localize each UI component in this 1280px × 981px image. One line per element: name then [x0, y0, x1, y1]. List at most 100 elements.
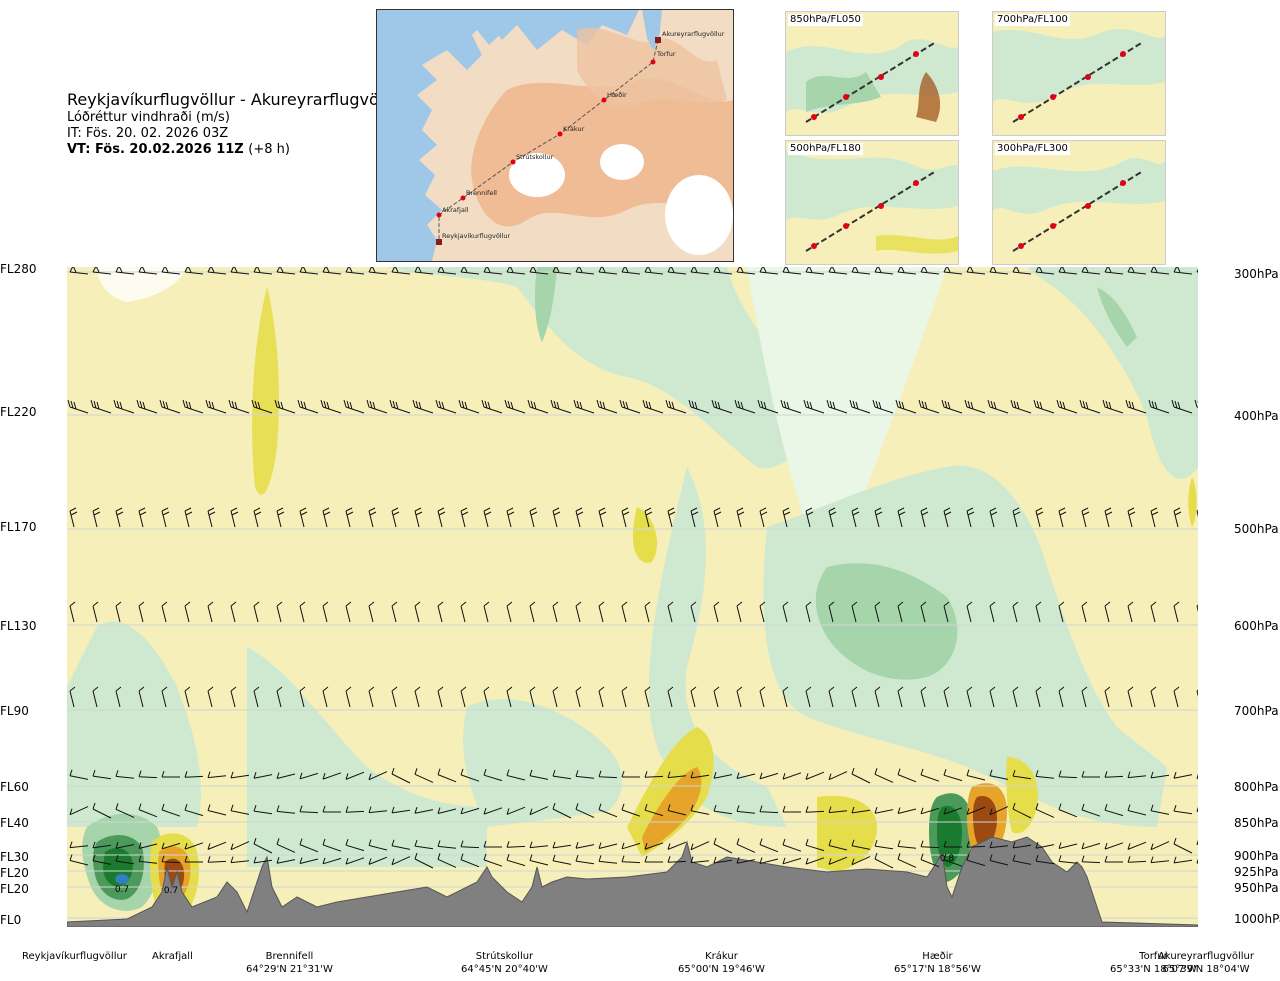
field-upper-yellow-b	[632, 507, 657, 563]
wind-barb	[1058, 267, 1078, 275]
wind-barb	[184, 842, 204, 850]
wind-barb	[483, 853, 503, 867]
wind-barb	[1058, 770, 1078, 779]
wind-barb	[322, 686, 329, 708]
wind-barb	[138, 601, 145, 623]
wind-barb	[230, 601, 237, 623]
wind-barb	[230, 856, 250, 864]
wind-barb	[1012, 841, 1032, 849]
location-brennifell: Brennifell 64°29'N 21°31'W	[246, 950, 333, 976]
wind-barb	[1173, 686, 1180, 708]
wind-barb	[920, 601, 927, 623]
wind-barb	[207, 804, 227, 816]
wind-barb	[851, 856, 871, 866]
wind-barb	[874, 807, 894, 814]
wind-barb	[1173, 601, 1180, 623]
wind-barb	[598, 855, 618, 864]
wind-barb	[874, 839, 894, 850]
wind-barb	[598, 803, 618, 818]
wind-barb	[184, 804, 204, 817]
wind-barb	[966, 841, 986, 848]
wind-barb	[665, 399, 687, 414]
wind-barb	[1173, 772, 1193, 779]
wind-barb	[736, 857, 756, 864]
thumbnail-850hpa-label: 850hPa/FL050	[788, 14, 863, 26]
level-right-500: 500hPa	[1234, 522, 1279, 536]
wind-barb	[414, 768, 434, 783]
level-right-300: 300hPa	[1234, 267, 1279, 281]
wind-barb	[322, 838, 342, 852]
wind-barb	[483, 840, 502, 848]
location-brennifell-coords: 64°29'N 21°31'W	[246, 964, 333, 975]
wind-barb	[368, 806, 388, 814]
wind-barb	[115, 770, 135, 779]
wind-barb	[1058, 601, 1065, 623]
wind-barb	[414, 852, 434, 869]
wind-barb	[828, 771, 848, 781]
wind-barb	[690, 507, 699, 528]
thumbnail-500hpa[interactable]: 500hPa/FL180	[785, 140, 959, 265]
thumbnail-300hpa-label: 300hPa/FL300	[995, 143, 1070, 155]
wind-barb	[575, 842, 595, 849]
wind-barb	[368, 686, 375, 708]
wind-barb	[230, 686, 237, 708]
waypoint-marker	[436, 212, 442, 218]
wind-barb	[115, 803, 135, 818]
wind-barb	[506, 806, 526, 815]
wind-barb	[920, 853, 940, 868]
wind-barb	[345, 686, 352, 708]
wind-barb	[805, 771, 825, 780]
wind-barb	[943, 507, 952, 528]
wind-barb	[713, 804, 733, 815]
cell-krakur-orange	[642, 767, 702, 852]
wind-barb	[642, 399, 664, 414]
wind-barb	[1171, 399, 1193, 414]
wind-barb	[228, 399, 250, 414]
wind-barb	[1127, 804, 1147, 816]
wind-barb	[1081, 803, 1101, 817]
wind-barb	[1081, 601, 1088, 623]
wind-barb	[1150, 507, 1159, 528]
thumbnail-700hpa[interactable]: 700hPa/FL100	[992, 11, 1166, 136]
wind-barbs	[67, 267, 1198, 869]
wind-barb	[368, 839, 388, 851]
wind-barb	[828, 507, 837, 528]
wind-barb	[69, 601, 76, 623]
wind-barb	[322, 267, 342, 275]
location-krakur: Krákur 65°00'N 19°46'W	[678, 950, 765, 976]
wind-barb	[943, 686, 950, 708]
terrain-profile	[67, 836, 1198, 927]
wind-barb	[782, 601, 789, 623]
wind-barb	[966, 686, 973, 708]
wind-barb	[1081, 770, 1100, 778]
lead-time: (+8 h)	[248, 142, 290, 157]
wind-barb	[828, 601, 835, 623]
wind-barb	[322, 601, 329, 623]
wind-barb	[299, 601, 306, 623]
wind-barb	[1150, 856, 1170, 864]
wind-barb	[874, 686, 881, 708]
wind-barb	[529, 686, 536, 708]
wind-barb	[92, 802, 112, 819]
wind-barb	[759, 686, 766, 708]
wind-barb	[690, 841, 710, 851]
location-strutskollur-name: Strútskollur	[475, 951, 534, 962]
wind-barb	[989, 854, 1009, 866]
wind-barb	[483, 686, 490, 708]
wind-barb	[989, 267, 1009, 275]
location-torfur: Torfur 65°33'N 18°07'W	[1110, 950, 1197, 976]
thumbnail-300hpa[interactable]: 300hPa/FL300	[992, 140, 1166, 265]
wind-barb	[782, 686, 789, 708]
wind-barb	[713, 837, 733, 854]
wind-barb	[161, 855, 181, 864]
wind-barb	[274, 399, 296, 414]
wind-barb	[805, 507, 814, 528]
route-line	[438, 39, 659, 242]
wind-barb	[690, 267, 710, 275]
wind-barb	[230, 267, 250, 275]
wind-barb	[414, 839, 434, 850]
wind-barb	[1173, 856, 1193, 864]
wind-barb	[69, 686, 76, 708]
thumbnail-850hpa[interactable]: 850hPa/FL050	[785, 11, 959, 136]
wind-barb	[1012, 267, 1032, 275]
